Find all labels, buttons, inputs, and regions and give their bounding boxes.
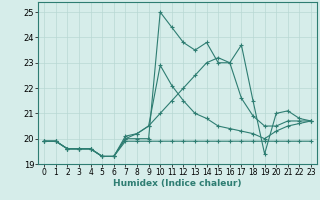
X-axis label: Humidex (Indice chaleur): Humidex (Indice chaleur): [113, 179, 242, 188]
